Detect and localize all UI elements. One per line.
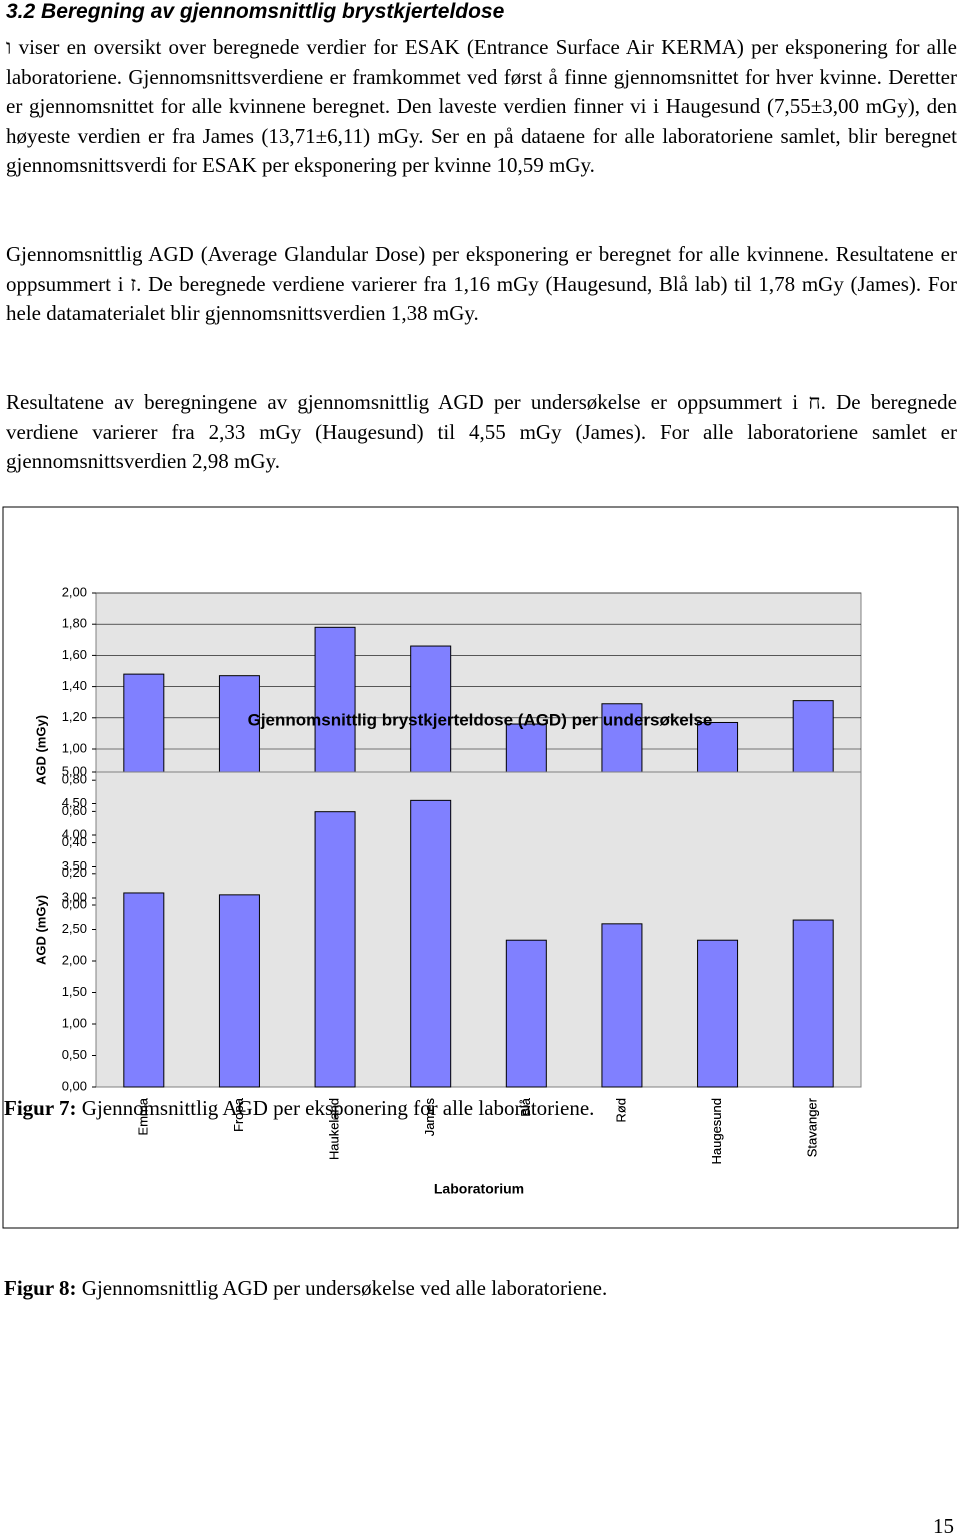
y-tick-label: 0,00 xyxy=(62,896,87,911)
x-tick-label: Fropa xyxy=(231,1097,246,1132)
bar xyxy=(697,939,739,1088)
y-tick-label: 4,00 xyxy=(62,826,87,841)
caption-text: Gjennomsnittlig AGD per eksponering for … xyxy=(76,1096,595,1120)
bar xyxy=(314,811,356,1088)
y-tick-label: 2,00 xyxy=(62,584,87,599)
chart-frame: 0,00 0,20 0,40 0,60 0,80 1,00 1,20 1,40 1,60 1,80… xyxy=(2,506,959,1229)
x-tick-label: Emma xyxy=(135,1097,150,1135)
y-tick-label: 0,50 xyxy=(62,1047,87,1062)
y-axis-label: AGD (mGy) xyxy=(33,895,48,965)
x-tick-label: Rød xyxy=(613,1098,628,1123)
x-tick-label: James xyxy=(422,1098,437,1137)
paragraph: Resultatene av beregningene av gjennomsn… xyxy=(6,390,958,474)
x-tick-label: Haugesund xyxy=(709,1098,724,1165)
y-tick-label: 0,40 xyxy=(62,834,87,849)
y-tick-label: 1,20 xyxy=(62,709,87,724)
y-tick-label: 3,00 xyxy=(62,889,87,904)
x-tick-label: Stavanger xyxy=(805,1097,820,1157)
x-tick-label: Blå xyxy=(518,1097,533,1117)
x-tick-label: Blå xyxy=(518,1097,533,1117)
x-tick-label: Haukeland xyxy=(327,1098,342,1160)
x-tick-label: Rød xyxy=(613,1098,628,1123)
y-tick-label: 4,50 xyxy=(62,795,87,810)
plot-area xyxy=(95,771,862,1088)
x-tick-label: Emma xyxy=(135,1097,150,1135)
bar xyxy=(792,919,834,1088)
figure-caption: Figur 8: Gjennomsnittlig AGD per undersø… xyxy=(4,1276,607,1301)
x-tick-label: Haukeland xyxy=(327,1098,342,1160)
chart-title: Gjennomsnittlig brystkjerteldose (AGD) p… xyxy=(248,710,713,729)
bar xyxy=(123,892,165,1088)
y-tick-label: 0,60 xyxy=(62,803,87,818)
x-tick-label: Haugesund xyxy=(709,1098,724,1165)
x-axis-label: Laboratorium xyxy=(434,1181,524,1197)
y-tick-label: 2,00 xyxy=(62,952,87,967)
x-tick-label: Stavanger xyxy=(805,1097,820,1157)
bar xyxy=(218,894,260,1088)
y-tick-label: 2,50 xyxy=(62,921,87,936)
bar xyxy=(601,923,643,1088)
page-number: 15 xyxy=(933,1514,954,1538)
caption-text: Gjennomsnittlig AGD per undersøkelse ved… xyxy=(76,1276,608,1300)
y-tick-label: 5,00 xyxy=(62,763,87,778)
y-tick-label: 1,00 xyxy=(62,740,87,755)
y-axis-label: AGD (mGy) xyxy=(33,715,48,785)
y-tick-label: 1,40 xyxy=(62,678,87,693)
paragraph: Gjennomsnittlig AGD (Average Glandular D… xyxy=(6,242,958,326)
y-tick-label: 1,80 xyxy=(62,616,87,631)
caption-label: Figur 7: xyxy=(4,1096,77,1120)
caption-label: Figur 8: xyxy=(4,1276,77,1300)
y-tick-label: 3,50 xyxy=(62,858,87,873)
bar xyxy=(410,799,452,1088)
bar xyxy=(505,939,547,1088)
y-tick-label: 1,00 xyxy=(62,1015,87,1030)
x-tick-label: Fropa xyxy=(231,1097,246,1132)
y-tick-label: 0,80 xyxy=(62,772,87,787)
paragraph: ו viser en oversikt over beregnede verdi… xyxy=(6,35,957,178)
y-tick-label: 0,00 xyxy=(62,1078,87,1093)
y-tick-label: 0,20 xyxy=(62,865,87,880)
section-heading: 3.2 Beregning av gjennomsnittlig brystkj… xyxy=(6,0,505,23)
figure-caption: Figur 7: Gjennomsnittlig AGD per ekspone… xyxy=(4,1096,594,1121)
y-tick-label: 1,50 xyxy=(62,984,87,999)
y-tick-label: 1,60 xyxy=(62,647,87,662)
x-tick-label: James xyxy=(422,1098,437,1137)
